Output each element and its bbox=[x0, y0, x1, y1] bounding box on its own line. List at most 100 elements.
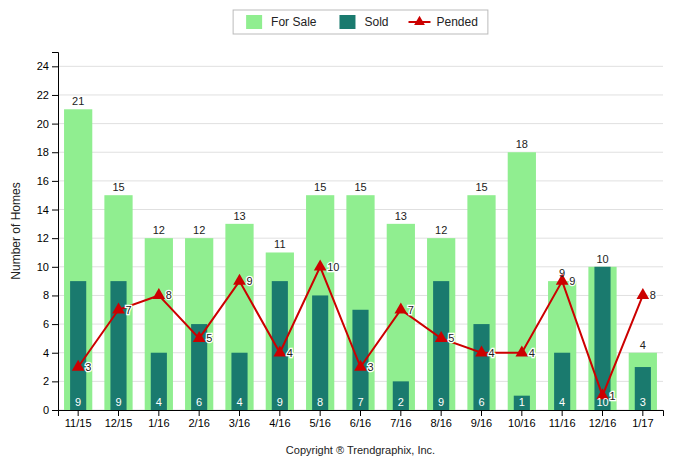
grid-line bbox=[58, 123, 663, 124]
marker bbox=[273, 345, 286, 356]
x-tick-label: 1/17 bbox=[632, 417, 653, 429]
x-tick-label: 7/16 bbox=[390, 417, 411, 429]
bar bbox=[145, 238, 173, 410]
y-tick: 16 bbox=[37, 175, 58, 187]
data-label: 9 bbox=[247, 275, 253, 287]
y-tick: 6 bbox=[43, 318, 58, 330]
line bbox=[78, 267, 643, 396]
bar bbox=[514, 396, 530, 410]
x-tick: 1/17 bbox=[632, 410, 653, 429]
y-tick: 18 bbox=[37, 146, 58, 158]
marker bbox=[515, 345, 528, 356]
legend-item: Pended bbox=[409, 15, 478, 29]
bar bbox=[508, 152, 536, 410]
data-label: 1 bbox=[610, 390, 616, 402]
y-tick-mark bbox=[52, 410, 58, 411]
y-tick-mark bbox=[52, 324, 58, 325]
bar bbox=[629, 353, 657, 410]
x-tick-label: 12/15 bbox=[105, 417, 133, 429]
y-tick: 14 bbox=[37, 204, 58, 216]
y-tick: 22 bbox=[37, 89, 58, 101]
x-tick: 3/16 bbox=[229, 410, 250, 429]
data-label: 2 bbox=[398, 396, 404, 408]
x-tick: 2/16 bbox=[188, 410, 209, 429]
marker bbox=[112, 302, 125, 313]
x-tick-mark bbox=[400, 410, 401, 416]
marker bbox=[354, 360, 367, 371]
x-tick-label: 2/16 bbox=[188, 417, 209, 429]
data-label: 9 bbox=[75, 396, 81, 408]
y-tick: 8 bbox=[43, 289, 58, 301]
data-label: 13 bbox=[395, 210, 407, 222]
y-tick-label: 6 bbox=[43, 318, 49, 330]
data-label: 4 bbox=[236, 396, 242, 408]
bar bbox=[110, 281, 126, 410]
data-label: 9 bbox=[277, 396, 283, 408]
x-tick-mark bbox=[199, 410, 200, 416]
grid-line bbox=[58, 66, 663, 67]
data-label: 8 bbox=[317, 396, 323, 408]
x-tick-mark bbox=[158, 410, 159, 416]
x-tick-label: 11/15 bbox=[65, 417, 92, 429]
legend-item: For Sale bbox=[246, 15, 317, 29]
x-tick-mark bbox=[118, 410, 119, 416]
grid-line bbox=[58, 94, 663, 95]
data-label: 15 bbox=[314, 181, 326, 193]
legend-label: Sold bbox=[364, 15, 388, 29]
data-label: 7 bbox=[357, 396, 363, 408]
data-label: 9 bbox=[115, 396, 121, 408]
bar bbox=[70, 281, 86, 410]
x-tick-mark bbox=[642, 410, 643, 416]
x-tick: 4/16 bbox=[269, 410, 290, 429]
data-labels: 2115121213111515131215189104994649872961… bbox=[72, 95, 656, 408]
x-tick-label: 3/16 bbox=[229, 417, 250, 429]
marker bbox=[636, 288, 649, 299]
bar bbox=[588, 267, 616, 410]
x-tick-mark bbox=[320, 410, 321, 416]
x-tick-mark bbox=[521, 410, 522, 416]
data-label: 3 bbox=[368, 361, 374, 373]
x-tick: 6/16 bbox=[350, 410, 371, 429]
data-label: 13 bbox=[233, 210, 245, 222]
x-tick-mark bbox=[239, 410, 240, 416]
y-tick-label: 20 bbox=[37, 118, 49, 130]
data-label: 6 bbox=[196, 396, 202, 408]
y-tick: 4 bbox=[43, 347, 58, 359]
bar-series bbox=[70, 267, 651, 410]
marks bbox=[64, 109, 657, 410]
legend-label: For Sale bbox=[271, 15, 317, 29]
y-tick-label: 12 bbox=[37, 232, 49, 244]
marker bbox=[435, 331, 448, 342]
y-tick-label: 22 bbox=[37, 89, 49, 101]
y-tick-mark bbox=[52, 295, 58, 296]
x-tick: 8/16 bbox=[430, 410, 451, 429]
data-label: 15 bbox=[112, 181, 124, 193]
data-label: 12 bbox=[435, 224, 447, 236]
legend-swatch bbox=[339, 15, 355, 29]
x-tick: 1/16 bbox=[148, 410, 169, 429]
x-tick: 11/16 bbox=[549, 410, 576, 429]
y-tick-label: 0 bbox=[43, 404, 49, 416]
y-tick-mark bbox=[52, 181, 58, 182]
data-label: 8 bbox=[166, 289, 172, 301]
data-label: 8 bbox=[650, 289, 656, 301]
data-label: 4 bbox=[640, 339, 646, 351]
grid bbox=[58, 66, 663, 410]
markers bbox=[72, 259, 649, 399]
y-tick-label: 4 bbox=[43, 347, 49, 359]
bar bbox=[104, 195, 132, 410]
y-axis: 024681012141618202224 bbox=[37, 53, 59, 417]
x-tick-label: 12/16 bbox=[589, 417, 617, 429]
x-tick: 5/16 bbox=[309, 410, 330, 429]
legend-swatch bbox=[246, 15, 262, 29]
y-tick-label: 24 bbox=[37, 60, 49, 72]
bar bbox=[151, 353, 167, 410]
bar bbox=[594, 267, 610, 410]
y-tick-mark bbox=[52, 210, 58, 211]
y-tick: 12 bbox=[37, 232, 58, 244]
x-tick-mark bbox=[279, 410, 280, 416]
data-label: 7 bbox=[126, 304, 132, 316]
data-label: 7 bbox=[408, 304, 414, 316]
x-tick-mark bbox=[481, 410, 482, 416]
legend-marker bbox=[414, 16, 425, 25]
